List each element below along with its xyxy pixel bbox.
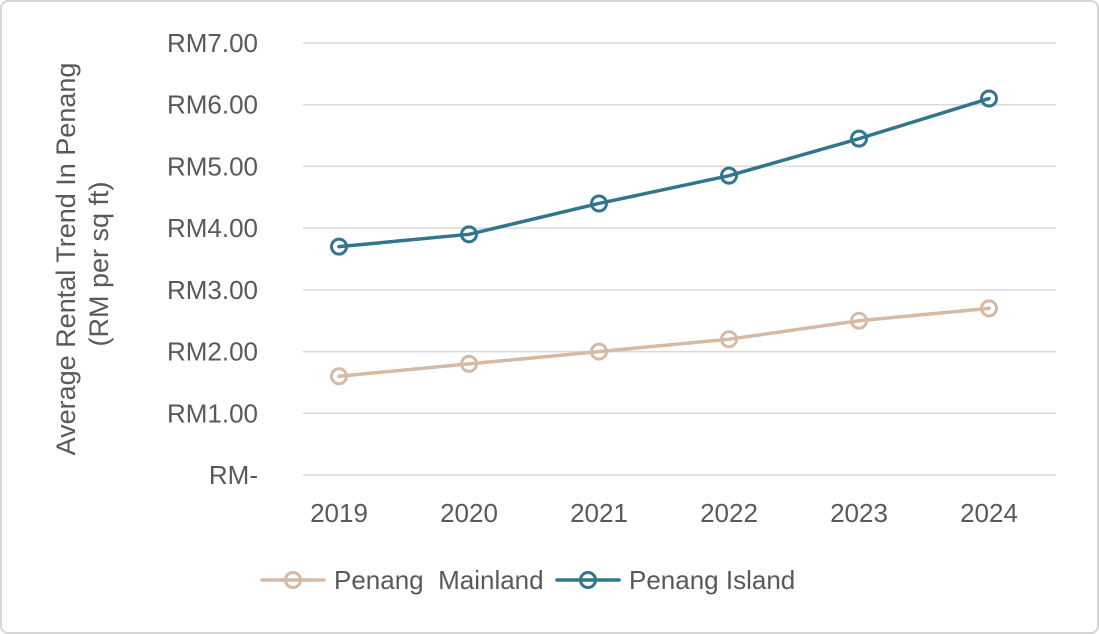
data-point-penang-island-2022 [720, 166, 738, 185]
data-point-penang-island-2021 [590, 194, 608, 213]
x-tick-label-2024: 2024 [960, 498, 1018, 528]
legend-swatch-marker-penang-island [579, 571, 597, 589]
data-point-penang-mainland-2020 [460, 354, 478, 373]
gridlines-layer [303, 42, 1056, 476]
y-tick-label-4: RM4.00 [167, 213, 258, 243]
series-penang-island [330, 89, 998, 256]
legend-label-penang-island: Penang Island [629, 565, 795, 595]
x-tick-label-2022: 2022 [700, 498, 758, 528]
series-line-penang-island [337, 96, 991, 249]
x-axis-tick-labels: 2019 2020 2021 2022 2023 2024 [310, 498, 1018, 528]
y-axis-tick-labels: RM- RM1.00 RM2.00 RM3.00 RM4.00 RM5.00 RM6.00 R… [167, 28, 258, 490]
y-axis-title: Average Rental Trend In Penang (RM per s… [51, 63, 114, 456]
legend-item-penang-island: Penang Island [555, 565, 795, 595]
data-point-penang-island-2019 [330, 237, 348, 256]
data-point-penang-mainland-2024 [980, 299, 998, 318]
data-point-penang-mainland-2019 [330, 367, 348, 386]
data-point-penang-island-2023 [850, 129, 868, 148]
y-tick-label-5: RM5.00 [167, 151, 258, 181]
data-point-penang-mainland-2021 [590, 342, 608, 361]
y-tick-label-1: RM1.00 [167, 398, 258, 428]
y-tick-label-7: RM7.00 [167, 28, 258, 58]
legend: Penang Mainland Penang Island [260, 565, 795, 595]
series-layer [330, 89, 998, 386]
y-axis-title-line1: Average Rental Trend In Penang [51, 63, 81, 456]
x-tick-label-2019: 2019 [310, 498, 368, 528]
legend-item-penang-mainland: Penang Mainland [260, 565, 544, 595]
y-tick-label-3: RM3.00 [167, 275, 258, 305]
data-point-penang-mainland-2023 [850, 311, 868, 330]
x-tick-label-2021: 2021 [570, 498, 628, 528]
data-point-penang-island-2020 [460, 225, 478, 244]
data-point-penang-island-2024 [980, 89, 998, 108]
series-line-penang-mainland [337, 306, 991, 379]
y-axis-title-line2: (RM per sq ft) [84, 181, 114, 346]
y-tick-label-2: RM2.00 [167, 337, 258, 367]
x-tick-label-2023: 2023 [830, 498, 888, 528]
legend-swatch-marker-penang-mainland [284, 571, 302, 589]
x-tick-label-2020: 2020 [440, 498, 498, 528]
y-tick-label-0: RM- [209, 460, 258, 490]
data-point-penang-mainland-2022 [720, 330, 738, 349]
series-penang-mainland [330, 299, 998, 386]
y-tick-label-6: RM6.00 [167, 90, 258, 120]
legend-label-penang-mainland: Penang Mainland [334, 565, 544, 595]
